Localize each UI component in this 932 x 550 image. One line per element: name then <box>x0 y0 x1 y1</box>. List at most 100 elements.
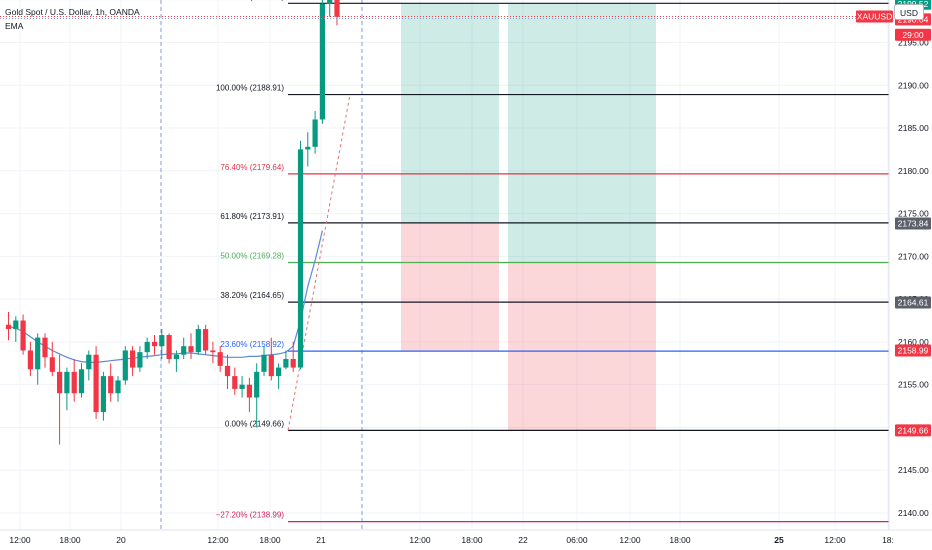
candle-body <box>268 354 274 377</box>
loss-zone <box>401 222 499 352</box>
candle-body <box>203 329 209 351</box>
candle-body <box>20 320 26 351</box>
price-tag-text: 2158.99 <box>898 346 929 356</box>
candle-body <box>312 119 318 147</box>
fib-trend-line <box>287 94 351 431</box>
x-tick-label: 12:00 <box>409 535 431 545</box>
profit-zone <box>508 3 656 263</box>
y-tick-label: 2160.00 <box>898 337 929 347</box>
candle-body <box>130 350 136 368</box>
y-tick-label: 2195.00 <box>898 37 929 47</box>
candle-body <box>246 384 252 398</box>
fib-level-label: 23.60% (2158.92) <box>220 340 284 349</box>
candle-body <box>151 341 158 347</box>
price-tag <box>895 296 931 309</box>
x-tick-label: 12:00 <box>619 535 641 545</box>
candle-body <box>13 320 19 330</box>
x-tick-label: 22 <box>518 535 528 545</box>
candle-body <box>57 371 63 394</box>
fib-level-label: 61.80% (2173.91) <box>220 212 284 221</box>
x-tick-label: 12:00 <box>207 535 229 545</box>
candle-body <box>181 346 187 355</box>
candle-body <box>166 335 172 360</box>
candle-body <box>108 376 114 394</box>
candle-body <box>35 337 41 370</box>
candle-body <box>49 357 55 372</box>
fib-level-label: −27.20% (2138.99) <box>216 511 285 520</box>
y-tick-label: 2140.00 <box>898 508 929 518</box>
x-tick-label: 06:00 <box>566 535 588 545</box>
fib-level-label: 50.00% (2169.28) <box>220 252 284 261</box>
candle-body <box>283 359 289 368</box>
candle-body <box>239 384 245 389</box>
candle-body <box>144 341 150 353</box>
x-tick-label: 18:00 <box>259 535 281 545</box>
candle-body <box>261 354 267 372</box>
x-tick-label: 18:00 <box>461 535 483 545</box>
candle-body <box>42 337 48 358</box>
price-tag-text: 2164.61 <box>898 297 929 307</box>
candle-body <box>93 354 99 413</box>
x-tick-label: 18:00 <box>669 535 691 545</box>
y-tick-label: 2170.00 <box>898 251 929 261</box>
symbol-tag-text: XAUUSD <box>857 11 892 21</box>
candle-body <box>122 350 128 381</box>
currency-button[interactable]: USD <box>894 4 924 20</box>
candle-body <box>71 371 77 394</box>
candle-body <box>137 352 143 368</box>
symbol-title: Gold Spot / U.S. Dollar, 1h, OANDA <box>5 7 140 17</box>
candle-body <box>290 359 296 368</box>
candle-body <box>5 324 12 330</box>
candle-body <box>27 350 33 370</box>
candle-body <box>210 350 216 353</box>
candle-body <box>64 371 70 394</box>
fib-level-label: 38.20% (2164.65) <box>220 291 284 300</box>
fib-level-label: 76.40% (2179.64) <box>220 163 284 172</box>
profit-zone <box>401 3 499 223</box>
x-tick-label: 12:00 <box>9 535 31 545</box>
candle-body <box>78 369 85 394</box>
fib-level-label: 0.00% (2149.66) <box>225 419 284 428</box>
price-tag <box>895 424 931 437</box>
y-tick-label: 2175.00 <box>898 209 929 219</box>
candle-body <box>86 354 92 370</box>
candle-body <box>159 335 165 347</box>
candle-body <box>195 329 201 353</box>
chart-legend: Gold Spot / U.S. Dollar, 1h, OANDA EMA <box>5 5 140 33</box>
x-tick-label: 20 <box>116 535 126 545</box>
candle-body <box>254 371 260 398</box>
indicator-label: EMA <box>5 21 24 31</box>
loss-zone <box>508 262 656 431</box>
candle-body <box>276 367 282 377</box>
x-tick-label: 12:00 <box>824 535 846 545</box>
price-tag-text: 2173.84 <box>898 218 929 228</box>
y-tick-label: 2180.00 <box>898 166 929 176</box>
fib-level-label: 100.00% (2188.91) <box>216 84 284 93</box>
candle-body <box>305 146 311 150</box>
candle-body <box>115 380 121 394</box>
y-tick-label: 2185.00 <box>898 123 929 133</box>
fib-level-label: 127.20% (2199.58) <box>216 0 284 1</box>
y-tick-label: 2155.00 <box>898 380 929 390</box>
candle-body <box>232 376 238 389</box>
candle-body <box>319 3 325 120</box>
price-tag-text: 2149.66 <box>898 425 929 435</box>
candle-body <box>100 376 106 413</box>
price-tag <box>895 344 931 357</box>
y-tick-label: 2190.00 <box>898 80 929 90</box>
price-axis-panel <box>889 0 932 550</box>
candle-body <box>217 352 223 366</box>
candle-body <box>327 0 333 4</box>
price-tag <box>895 217 931 230</box>
price-tag <box>895 28 931 41</box>
candle-body <box>297 149 304 368</box>
y-tick-label: 2145.00 <box>898 465 929 475</box>
symbol-tag <box>856 10 893 23</box>
candle-body <box>334 0 340 17</box>
x-tick-label: 25 <box>774 535 784 545</box>
x-tick-label: 18:00 <box>59 535 81 545</box>
x-tick-label: 18: <box>882 535 894 545</box>
price-tag-text: 29:00 <box>902 30 924 40</box>
candle-body <box>224 365 231 377</box>
